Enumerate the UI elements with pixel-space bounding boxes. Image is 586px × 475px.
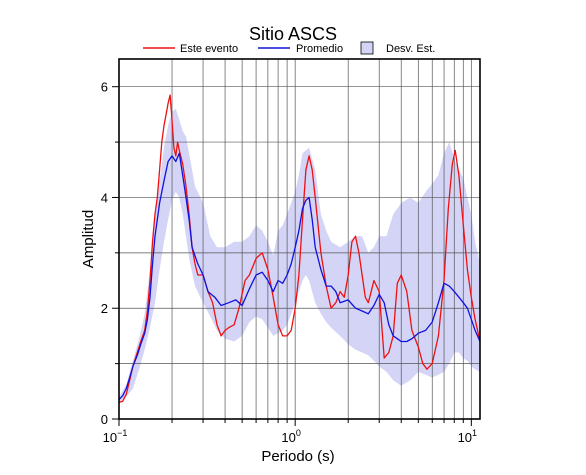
std-dev-band-layer	[119, 108, 480, 403]
x-tick-label-exponent: 0	[296, 428, 301, 438]
x-tick-label-exponent: −1	[117, 428, 127, 438]
series-line-mean	[118, 152, 481, 401]
legend-label-mean: Promedio	[296, 43, 343, 55]
x-axis-label: Periodo (s)	[261, 448, 334, 465]
series-line-event	[118, 94, 481, 404]
x-tick-label: 101	[458, 428, 477, 445]
chart-title: Sitio ASCS	[249, 24, 337, 44]
plot-frame	[118, 58, 481, 420]
legend-label-event: Este evento	[180, 43, 238, 55]
std-dev-band	[119, 108, 480, 403]
x-tick-label: 100	[281, 428, 300, 445]
x-tick-label: 10−1	[103, 428, 128, 445]
series-layer	[118, 94, 481, 404]
legend: Este evento Promedio Desv. Est.	[143, 41, 435, 55]
y-tick-label: 6	[101, 80, 108, 95]
x-tick-label-exponent: 1	[472, 428, 477, 438]
x-tick-label-base: 10	[458, 430, 472, 445]
y-tick-label: 2	[101, 301, 108, 316]
y-tick-label: 4	[101, 190, 108, 205]
legend-label-band: Desv. Est.	[386, 43, 435, 55]
y-tick-label: 0	[101, 412, 108, 427]
x-tick-label-base: 10	[103, 430, 117, 445]
x-tick-label-base: 10	[281, 430, 295, 445]
legend-swatch-band	[360, 41, 374, 55]
y-axis-label: Amplitud	[80, 210, 97, 268]
